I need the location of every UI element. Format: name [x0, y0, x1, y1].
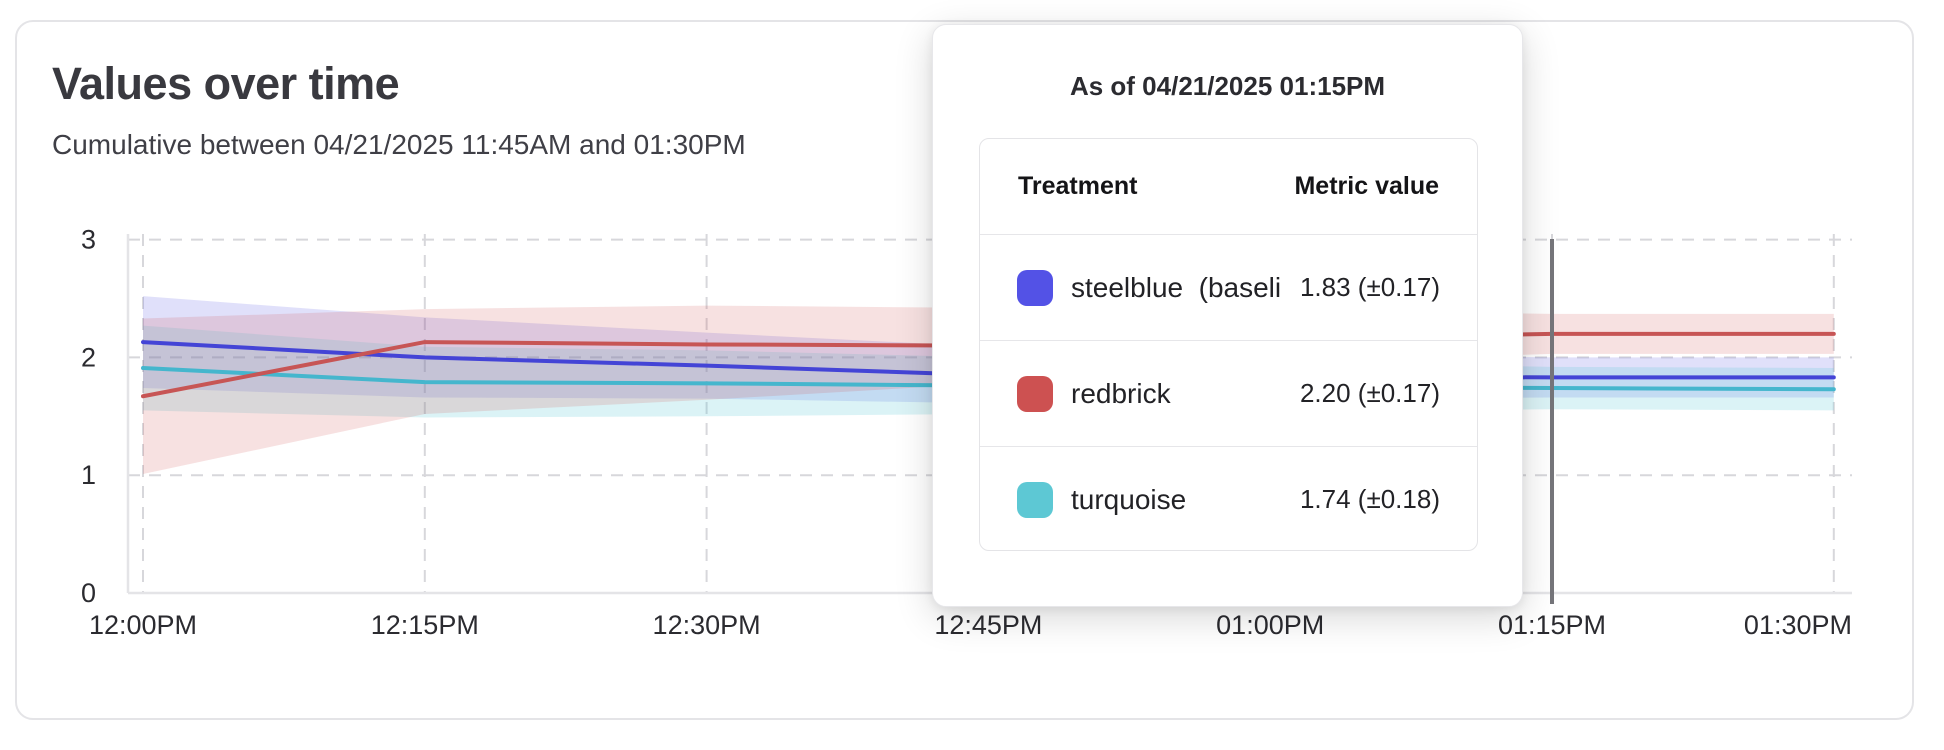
table-row: turquoise 1.74 (±0.18): [980, 447, 1477, 550]
y-tick-label: 3: [81, 225, 96, 255]
x-tick-label: 12:45PM: [934, 610, 1042, 640]
series-label: redbrick: [1071, 377, 1171, 409]
series-label: steelblue (baseli: [1071, 271, 1282, 303]
y-tick-label: 2: [81, 342, 96, 372]
tooltip-heading: As of 04/21/2025 01:15PM: [1069, 71, 1386, 101]
x-tick-label: 01:30PM: [1744, 610, 1852, 640]
chart-subtitle: Cumulative between 04/21/2025 11:45AM an…: [52, 129, 746, 160]
tooltip-table: Treatment Metric value steelblue (baseli…: [979, 138, 1478, 551]
series-metric-value: 1.83 (±0.17): [1299, 272, 1440, 302]
series-swatch-steelblue: [1017, 269, 1053, 306]
chart-title: Values over time: [52, 58, 400, 109]
table-row: redbrick 2.20 (±0.17): [980, 341, 1477, 447]
tooltip-table-header: Treatment Metric value: [980, 139, 1477, 235]
y-tick-label: 1: [81, 460, 96, 490]
column-header-metric-value: Metric value: [1294, 172, 1439, 200]
chart-hover-tooltip: As of 04/21/2025 01:15PM Treatment Metri…: [932, 24, 1523, 607]
x-tick-label: 01:15PM: [1498, 610, 1606, 640]
x-tick-label: 12:15PM: [371, 610, 479, 640]
x-tick-label: 01:00PM: [1216, 610, 1324, 640]
series-swatch-redbrick: [1017, 375, 1053, 412]
series-label: turquoise: [1071, 483, 1187, 515]
y-tick-label: 0: [81, 578, 96, 608]
series-metric-value: 2.20 (±0.17): [1299, 378, 1440, 408]
column-header-treatment: Treatment: [1018, 172, 1138, 200]
x-tick-label: 12:30PM: [653, 610, 761, 640]
series-metric-value: 1.74 (±0.18): [1299, 484, 1440, 514]
table-row: steelblue (baseli 1.83 (±0.17): [980, 235, 1477, 341]
series-swatch-turquoise: [1017, 481, 1053, 518]
x-tick-label: 12:00PM: [89, 610, 197, 640]
